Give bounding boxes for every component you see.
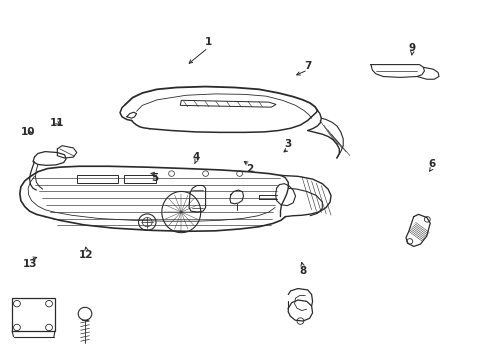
Text: 5: 5 [151, 173, 158, 183]
Text: 9: 9 [408, 43, 415, 53]
Text: 7: 7 [304, 61, 311, 71]
Text: 8: 8 [299, 266, 306, 276]
Text: 11: 11 [50, 118, 64, 128]
Text: 12: 12 [79, 250, 94, 260]
Text: 2: 2 [245, 164, 252, 174]
Text: 3: 3 [284, 139, 291, 149]
Text: 13: 13 [23, 259, 38, 269]
Text: 4: 4 [192, 152, 199, 162]
Text: 10: 10 [21, 127, 35, 137]
Text: 1: 1 [204, 37, 211, 48]
Text: 6: 6 [427, 159, 434, 169]
